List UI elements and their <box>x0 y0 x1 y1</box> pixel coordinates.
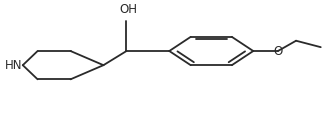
Text: HN: HN <box>5 59 23 72</box>
Text: O: O <box>273 45 283 58</box>
Text: OH: OH <box>119 3 137 16</box>
